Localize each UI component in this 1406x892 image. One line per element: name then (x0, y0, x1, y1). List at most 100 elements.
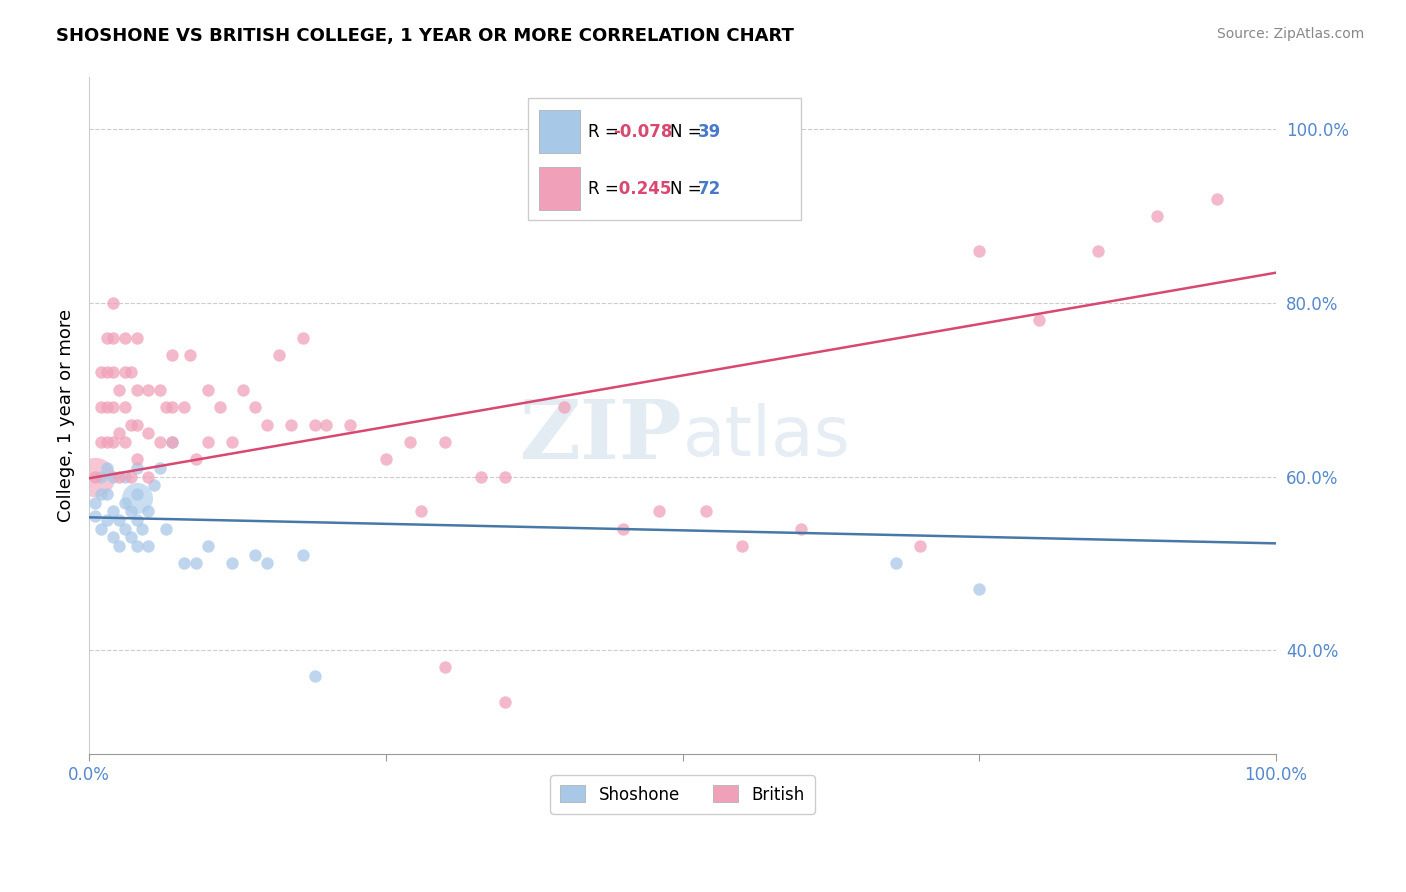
Point (107, 539, 129, 553)
Point (304, 669, 326, 683)
Point (120, 417, 142, 432)
Point (101, 434, 124, 449)
Point (197, 539, 219, 553)
Point (184, 452, 207, 467)
Point (149, 461, 172, 475)
Point (173, 557, 195, 571)
Point (494, 469, 516, 483)
Point (90, 400, 112, 414)
Point (160, 400, 183, 414)
Point (114, 495, 136, 509)
Point (125, 461, 148, 475)
Point (291, 548, 314, 562)
Point (884, 557, 907, 571)
Point (612, 522, 634, 536)
Y-axis label: College, 1 year or more: College, 1 year or more (58, 310, 75, 523)
Point (96, 461, 118, 475)
Point (107, 426, 129, 441)
Text: N =: N = (671, 180, 707, 198)
Point (1205, 192, 1227, 206)
Point (969, 244, 991, 258)
Point (143, 478, 166, 492)
Point (107, 513, 129, 527)
Point (553, 400, 575, 414)
Text: 0.245: 0.245 (613, 180, 671, 198)
Text: SHOSHONE VS BRITISH COLLEGE, 1 YEAR OR MORE CORRELATION CHART: SHOSHONE VS BRITISH COLLEGE, 1 YEAR OR M… (56, 27, 794, 45)
Point (138, 539, 160, 553)
Point (160, 348, 183, 362)
Point (291, 331, 314, 345)
Point (90, 522, 112, 536)
Point (120, 366, 142, 380)
Point (339, 417, 361, 432)
Point (232, 383, 254, 397)
Point (197, 383, 219, 397)
Point (90, 434, 112, 449)
Point (90, 366, 112, 380)
Point (256, 557, 278, 571)
Text: ZIP: ZIP (520, 396, 682, 476)
Point (96, 366, 118, 380)
Point (197, 434, 219, 449)
Point (648, 504, 671, 518)
Point (374, 452, 396, 467)
Point (131, 522, 153, 536)
Point (114, 469, 136, 483)
Point (1087, 244, 1109, 258)
Point (101, 331, 124, 345)
Point (411, 504, 433, 518)
Point (114, 366, 136, 380)
Point (398, 434, 420, 449)
Point (470, 469, 492, 483)
Point (96, 513, 118, 527)
Point (120, 530, 142, 544)
Point (790, 522, 813, 536)
Point (96, 400, 118, 414)
Point (434, 434, 457, 449)
Point (138, 426, 160, 441)
Point (256, 417, 278, 432)
Point (84, 495, 107, 509)
Point (125, 331, 148, 345)
Point (969, 582, 991, 597)
Point (84, 469, 107, 483)
Point (1028, 313, 1050, 327)
Point (304, 417, 326, 432)
Point (173, 400, 195, 414)
Point (160, 434, 183, 449)
Point (245, 548, 267, 562)
Point (101, 366, 124, 380)
Point (125, 487, 148, 501)
Point (125, 513, 148, 527)
Point (160, 434, 183, 449)
Point (96, 434, 118, 449)
Point (125, 539, 148, 553)
Point (138, 383, 160, 397)
Point (114, 522, 136, 536)
Point (155, 522, 177, 536)
Point (90, 469, 112, 483)
Point (315, 417, 337, 432)
Text: atlas: atlas (682, 402, 851, 469)
Point (155, 400, 177, 414)
Text: R =: R = (588, 123, 624, 141)
Point (84, 469, 107, 483)
Point (494, 695, 516, 709)
Point (434, 660, 457, 674)
Point (138, 469, 160, 483)
Point (90, 487, 112, 501)
Point (138, 504, 160, 518)
Point (114, 434, 136, 449)
Point (125, 383, 148, 397)
Text: 39: 39 (697, 123, 721, 141)
Point (96, 331, 118, 345)
Point (221, 557, 243, 571)
Text: Source: ZipAtlas.com: Source: ZipAtlas.com (1216, 27, 1364, 41)
Point (114, 400, 136, 414)
Point (731, 539, 754, 553)
Point (107, 383, 129, 397)
Legend: Shoshone, British: Shoshone, British (550, 775, 815, 814)
Point (120, 504, 142, 518)
Text: R =: R = (588, 180, 624, 198)
Point (101, 530, 124, 544)
